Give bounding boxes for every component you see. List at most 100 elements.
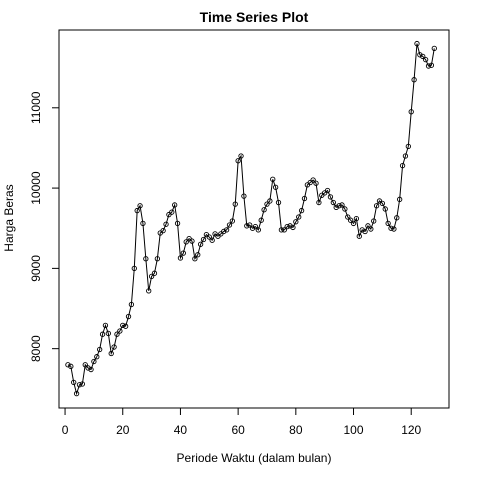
data-point [143, 256, 149, 262]
data-point [345, 214, 351, 220]
data-point [76, 382, 83, 388]
x-tick-label: 120 [401, 423, 421, 437]
data-point [146, 288, 152, 294]
data-point [290, 224, 296, 231]
data-point [417, 52, 423, 58]
y-tick-label: 8000 [29, 335, 43, 362]
y-axis-label: Harga Beras [2, 184, 16, 251]
data-point [339, 202, 345, 208]
data-point [420, 53, 426, 60]
data-point [296, 214, 302, 220]
data-point [327, 194, 334, 200]
data-point [238, 153, 244, 159]
data-point [316, 199, 322, 206]
data-point [365, 223, 371, 229]
data-point [131, 265, 137, 272]
y-tick-label: 11000 [29, 91, 43, 124]
data-point [402, 153, 409, 159]
y-tick-label: 10000 [29, 171, 43, 205]
data-point [94, 354, 100, 360]
data-point [278, 227, 285, 233]
data-point [235, 158, 241, 164]
data-point [324, 187, 331, 194]
data-point [342, 206, 348, 212]
x-tick-label: 100 [344, 423, 364, 437]
data-point [371, 218, 377, 224]
data-point [128, 301, 135, 308]
data-point [298, 207, 305, 214]
data-point [313, 180, 319, 186]
data-point [397, 196, 403, 202]
x-tick-label: 0 [62, 423, 69, 437]
data-point [229, 218, 236, 224]
data-point [399, 162, 406, 169]
data-point [114, 331, 120, 337]
y-tick-label: 9000 [29, 255, 43, 282]
data-point [197, 241, 204, 247]
data-point [102, 322, 109, 329]
data-point [422, 56, 429, 63]
x-tick-label: 40 [174, 423, 188, 437]
data-point [368, 226, 374, 232]
data-point [122, 323, 129, 329]
data-point [154, 256, 161, 262]
data-point [232, 201, 238, 207]
data-point [431, 45, 437, 52]
data-point [391, 226, 397, 232]
data-point [336, 203, 342, 209]
data-point [82, 362, 88, 368]
data-point [428, 62, 435, 68]
data-point [97, 346, 103, 353]
data-point [425, 63, 432, 69]
data-point [160, 227, 166, 234]
data-point [137, 203, 143, 209]
data-point [414, 40, 420, 47]
data-point [134, 207, 140, 214]
data-point [192, 256, 198, 262]
chart-title: Time Series Plot [200, 9, 309, 25]
data-point [359, 227, 365, 233]
data-point [411, 77, 417, 83]
data-point [200, 236, 207, 243]
data-point [270, 176, 276, 182]
data-point [264, 201, 270, 207]
data-point [172, 202, 178, 208]
data-point [148, 273, 155, 280]
data-point [183, 239, 189, 245]
data-point [79, 381, 86, 387]
data-point [258, 217, 264, 223]
data-point [180, 250, 186, 256]
data-point [408, 109, 414, 115]
data-point [223, 227, 230, 233]
x-tick-label: 80 [289, 423, 303, 437]
data-point [68, 363, 74, 369]
data-point [99, 331, 106, 337]
data-point [247, 222, 253, 228]
data-series [65, 40, 437, 397]
data-point [252, 223, 259, 230]
data-point [91, 358, 97, 365]
data-point [195, 252, 201, 258]
data-point [353, 215, 360, 222]
data-point [244, 223, 250, 229]
data-point [261, 207, 267, 213]
data-point [249, 225, 256, 231]
data-point [347, 217, 354, 223]
data-point [174, 220, 181, 227]
data-point [88, 366, 94, 373]
data-point [394, 215, 400, 221]
data-point [117, 328, 123, 334]
data-point [125, 313, 132, 320]
data-point [373, 203, 380, 209]
data-point [241, 193, 247, 199]
data-point [333, 204, 339, 211]
data-point [209, 237, 215, 243]
data-point [71, 379, 77, 386]
data-point [111, 344, 117, 350]
data-point [356, 233, 362, 239]
data-point [221, 228, 227, 235]
data-point [108, 350, 114, 357]
data-point [284, 223, 290, 230]
data-point [293, 219, 299, 225]
